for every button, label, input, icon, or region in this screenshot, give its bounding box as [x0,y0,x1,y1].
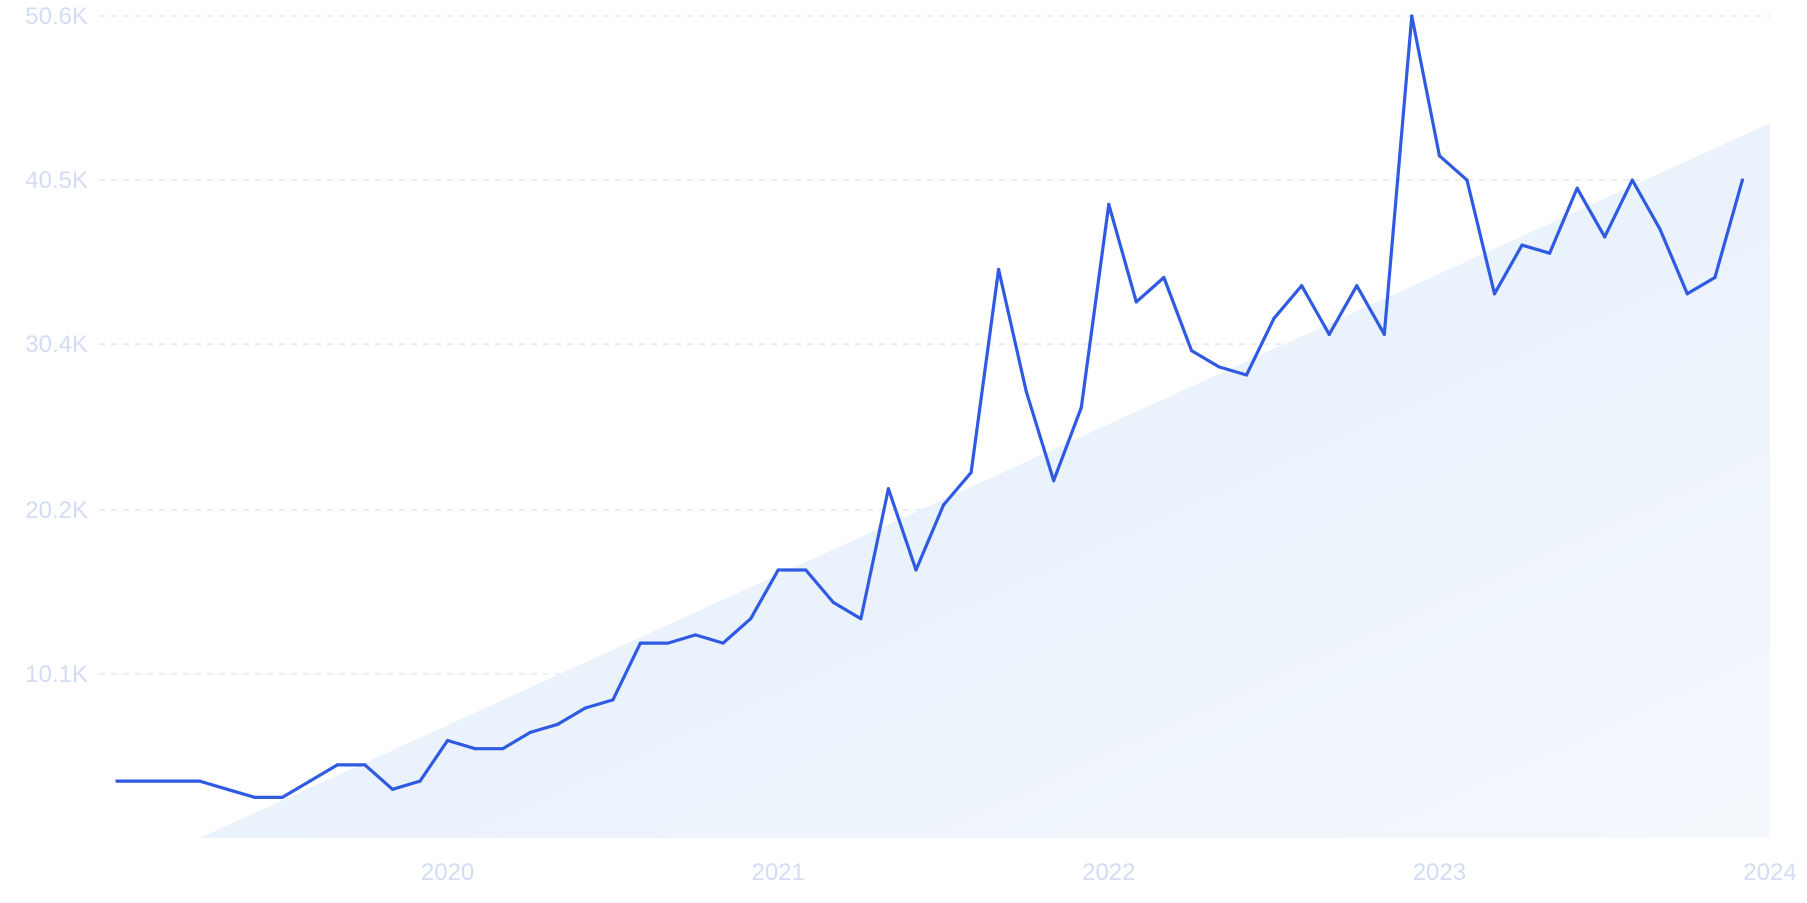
data-point [969,470,973,475]
data-point [611,698,615,702]
data-point [142,779,147,783]
data-point [253,795,257,799]
x-tick-label: 2024 [1743,859,1796,886]
data-point [363,763,367,767]
data-point [886,487,891,491]
data-point [997,267,1001,272]
data-point [804,568,808,572]
data-point [1548,251,1552,255]
data-point [1410,14,1414,18]
data-point [859,617,863,621]
data-point [721,641,725,645]
x-tick-label: 2020 [421,859,474,886]
data-point [1162,275,1166,280]
data-point [280,795,284,799]
data-point [528,730,532,735]
data-point [1658,227,1662,231]
data-point [666,641,670,645]
data-points [115,14,1745,799]
data-point [473,747,477,751]
data-point [1382,332,1386,337]
x-tick-label: 2023 [1413,859,1466,886]
data-point [1189,349,1194,353]
y-tick-label: 30.4K [25,331,88,358]
y-tick-label: 10.1K [25,661,88,688]
y-tick-label: 40.5K [25,167,88,194]
data-point [1134,300,1138,304]
data-point [693,633,698,637]
data-point [1024,389,1028,393]
data-point [1437,154,1441,158]
data-point [583,706,587,710]
data-point [170,779,174,783]
data-point [1740,178,1745,182]
data-point [1272,316,1276,320]
data-point [1603,235,1607,239]
y-tick-label: 50.6K [25,3,88,30]
data-point [1465,178,1469,182]
data-point [225,787,229,791]
data-point [1107,202,1111,207]
data-point [1520,243,1524,247]
data-point [1052,479,1056,483]
data-point [1300,284,1304,288]
data-point [1575,186,1579,190]
data-point [1355,284,1359,288]
x-tick-label: 2022 [1082,859,1135,886]
data-point [418,779,422,783]
trend-area [199,123,1770,838]
data-point [1713,275,1717,280]
x-tick-label: 2021 [752,859,805,886]
data-point [198,779,202,783]
data-point [941,503,946,507]
y-axis: 10.1K 20.2K 30.4K 40.5K 50.6K [25,3,88,688]
data-point [1217,365,1221,369]
x-axis: 2020 2021 2022 2023 2024 [421,859,1797,886]
data-point [1630,178,1634,182]
data-point [446,738,450,743]
data-point [776,568,780,572]
data-point [335,763,339,767]
data-point [501,747,505,751]
data-point [308,779,312,783]
data-point [390,787,395,791]
data-point [1492,292,1497,296]
data-point [1685,292,1689,296]
data-point [1244,373,1249,377]
data-point [115,779,119,783]
data-point [831,600,835,605]
data-point [914,568,918,572]
data-point [749,617,753,621]
data-point [1079,405,1083,410]
data-point [638,641,643,645]
data-point [556,722,560,726]
data-point [1327,332,1331,337]
series-line [115,14,1744,799]
y-tick-label: 20.2K [25,497,88,524]
